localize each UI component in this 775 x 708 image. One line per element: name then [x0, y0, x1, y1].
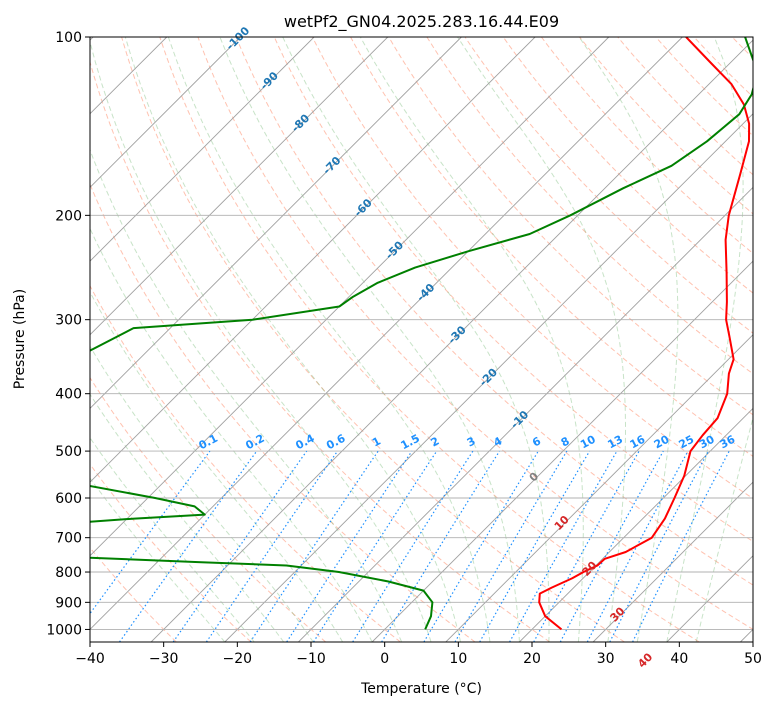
dry-adiabat-line [579, 37, 753, 215]
isotherm-line [445, 334, 753, 642]
isotherm-line [90, 37, 241, 189]
x-tick-label: 40 [670, 651, 688, 667]
plot-background [90, 37, 753, 642]
dry-adiabat-line [464, 37, 753, 334]
isotherm-line [298, 186, 753, 642]
isotherm-line [371, 260, 753, 642]
mixing-ratio-line [559, 450, 664, 642]
mixing-ratio-line [381, 450, 501, 642]
x-tick-label: −10 [296, 651, 326, 667]
isotherm-line [224, 113, 753, 642]
mixing-ratio-line [312, 450, 438, 642]
dry-adiabat-line [90, 60, 551, 642]
mixing-ratio-line [454, 450, 568, 642]
y-tick-label: 100 [55, 30, 82, 46]
moist-adiabat-line [90, 345, 314, 642]
dry-adiabat-line [159, 37, 700, 642]
y-tick-label: 200 [55, 208, 82, 224]
mixing-ratio-line [509, 450, 618, 642]
isotherm-line [90, 37, 389, 336]
isotherm-line [90, 37, 462, 410]
y-tick-label: 300 [55, 313, 82, 329]
y-tick-label: 400 [55, 387, 82, 403]
mixing-ratio-label: 36 [718, 433, 738, 452]
moist-adiabat-line [282, 37, 550, 642]
moist-adiabat-line [457, 37, 626, 642]
dry-adiabat-line [273, 37, 753, 543]
x-tick-label: 30 [597, 651, 615, 667]
moist-adiabat-line [219, 37, 520, 642]
mixing-ratio-label: 20 [652, 433, 672, 452]
y-tick-label: 900 [55, 595, 82, 611]
dry-adiabat-line [235, 37, 753, 586]
dry-adiabat-line [541, 37, 753, 254]
mixing-ratio-label: 16 [628, 433, 648, 452]
moist-adiabat-line [90, 227, 373, 642]
chart-title: wetPf2_GN04.2025.283.16.44.E09 [284, 12, 559, 32]
isotherm-line [519, 407, 753, 642]
moist-adiabat-line [90, 291, 344, 642]
mixing-ratio-line [119, 450, 258, 642]
x-tick-label: 10 [449, 651, 467, 667]
isotherm-line [150, 39, 753, 642]
x-tick-label: −20 [223, 651, 253, 667]
dewpoint-profile-line [90, 37, 753, 630]
x-tick-label: −40 [75, 651, 105, 667]
isotherm-line [592, 481, 753, 642]
mixing-ratio-label: 30 [697, 433, 717, 452]
moist-adiabat-line [167, 37, 491, 642]
moist-adiabat-line [124, 37, 461, 642]
temperature-profile-line [538, 37, 751, 631]
x-tick-label: −30 [149, 651, 179, 667]
mixing-ratio-line [352, 450, 474, 642]
y-tick-label: 800 [55, 565, 82, 581]
y-tick-label: 600 [55, 491, 82, 507]
moist-adiabat-line [695, 415, 753, 642]
y-axis-label: Pressure (hPa) [12, 289, 28, 389]
moist-adiabat-line [359, 37, 584, 642]
moist-adiabat-line [578, 37, 679, 642]
dry-adiabat-line [90, 376, 327, 642]
background-lines [90, 37, 753, 642]
isotherm-line [90, 37, 536, 483]
profile-series [90, 37, 753, 631]
mixing-ratio-line [423, 450, 539, 642]
isotherm-line [90, 37, 610, 557]
y-tick-label: 700 [55, 531, 82, 547]
axes: −40 −30 −20 −10 0 10 20 30 40 50 100 200 300 400 500 60… [46, 30, 762, 667]
isotherm-line [90, 37, 315, 262]
x-tick-label: 0 [380, 651, 389, 667]
x-axis-label: Temperature (°C) [360, 681, 482, 697]
dry-adiabat-line [90, 182, 476, 642]
mixing-ratio-line [479, 450, 591, 642]
dry-adiabat-line [426, 37, 753, 375]
mixing-ratio-line [172, 450, 308, 642]
mixing-ratio-label: 13 [605, 433, 625, 452]
moist-adiabat-line [666, 37, 744, 642]
y-tick-label: 500 [55, 444, 82, 460]
moist-adiabat-line [90, 393, 285, 642]
mixing-ratio-line [90, 450, 211, 615]
plot-frame [89, 36, 754, 643]
mixing-ratio-label: 25 [677, 433, 697, 452]
y-tick-label: 1000 [46, 622, 82, 638]
x-tick-label: 50 [744, 651, 762, 667]
isotherm-line [90, 37, 683, 631]
dry-adiabat-line [90, 284, 401, 642]
mixing-ratio-label: 10 [578, 433, 598, 452]
moist-adiabat-line [90, 437, 255, 642]
dry-adiabat-line [311, 37, 753, 500]
dry-adiabat-line [388, 37, 753, 416]
x-tick-label: 20 [523, 651, 541, 667]
dry-adiabat-line [197, 37, 753, 630]
moist-adiabat-line [90, 39, 432, 642]
mixing-ratio-line [533, 450, 640, 642]
dry-adiabat-line [121, 37, 625, 642]
mixing-ratio-line [205, 450, 338, 642]
